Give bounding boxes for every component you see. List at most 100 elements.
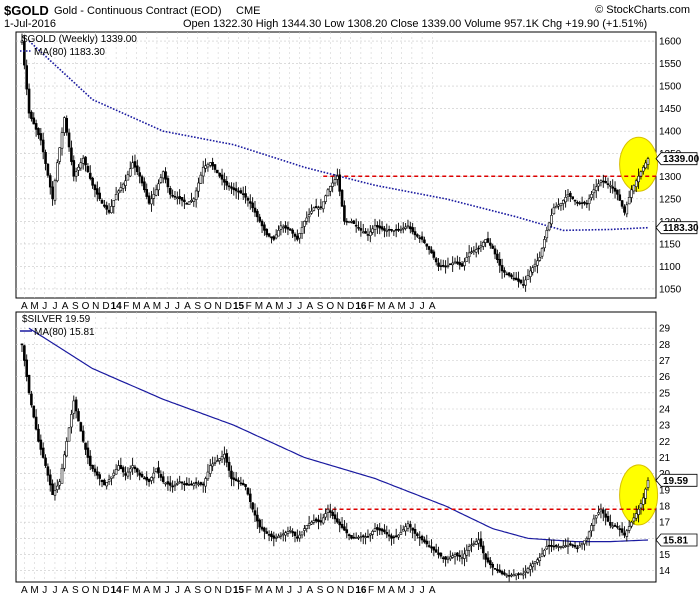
gold-candle-192 [472, 246, 476, 255]
silver-candle-213 [521, 567, 525, 580]
gold-candle-211 [517, 271, 520, 288]
silver-candle-166 [411, 527, 414, 539]
silver-candle-179 [441, 556, 445, 563]
gold-candle-134 [336, 168, 339, 186]
silver-candle-223 [545, 540, 549, 551]
silver-candle-197 [484, 552, 487, 568]
silver-xtick-30: O [326, 585, 334, 596]
gold-xtick-12: A [143, 301, 150, 312]
silver-candle-24 [77, 408, 80, 422]
silver-candle-263 [639, 499, 643, 515]
silver-candle-50 [138, 469, 141, 481]
silver-xtick-32: D [347, 585, 354, 596]
gold-candle-68 [180, 197, 184, 207]
silver-candle-160 [397, 534, 400, 540]
silver-xtick-20: D [225, 585, 232, 596]
silver-candle-173 [427, 540, 431, 548]
silver-candle-187 [460, 550, 464, 565]
silver-xtick-29: S [317, 585, 324, 596]
gold-candle-115 [291, 228, 294, 239]
gold-candle-78 [204, 158, 207, 173]
gold-candle-133 [333, 174, 337, 187]
gold-candle-252 [613, 181, 617, 199]
silver-candle-112 [284, 530, 287, 542]
gold-candle-220 [538, 251, 542, 262]
gold-candle-261 [634, 178, 638, 193]
silver-candle-16 [58, 478, 61, 490]
gold-candle-118 [298, 232, 301, 244]
silver-candle-81 [211, 456, 214, 472]
gold-candle-159 [394, 224, 398, 238]
gold-panel: 1050110011501200125013001350140014501500… [15, 31, 700, 312]
silver-candle-246 [599, 503, 603, 519]
gold-xtick-27: J [297, 301, 302, 312]
gold-candle-137 [343, 200, 346, 225]
silver-candle-237 [578, 542, 582, 548]
silver-candle-206 [505, 573, 509, 578]
silver-candle-47 [131, 457, 134, 475]
silver-candle-161 [399, 524, 403, 535]
gold-candle-253 [616, 189, 619, 201]
gold-candle-165 [409, 221, 412, 234]
gold-x-axis: A M J J A S O N D 14 F M A M J J A S O N D 15 F M A M J J A S O N D 16 F M A… [21, 301, 436, 312]
gold-candle-25 [79, 158, 83, 171]
gold-xtick-34: F [368, 301, 374, 312]
gold-xtick-17: S [194, 301, 201, 312]
silver-candle-260 [632, 513, 636, 525]
silver-candle-171 [423, 536, 426, 544]
gold-candle-18 [63, 116, 66, 136]
silver-candle-200 [491, 562, 494, 576]
silver-candle-159 [394, 528, 398, 538]
silver-candle-117 [296, 529, 299, 542]
silver-candle-32 [96, 466, 99, 480]
gold-candle-139 [347, 220, 351, 224]
gold-candle-187 [460, 261, 464, 267]
gold-candle-119 [300, 221, 304, 239]
gold-candle-249 [606, 177, 610, 189]
svg-text:1339.00: 1339.00 [663, 154, 700, 165]
gold-candle-74 [194, 187, 198, 208]
silver-candle-264 [641, 492, 645, 512]
gold-candle-208 [510, 273, 513, 280]
silver-candle-100 [256, 507, 259, 530]
gold-candle-193 [474, 242, 478, 258]
gold-candle-166 [411, 222, 414, 235]
gold-candle-34 [100, 198, 104, 204]
gold-candle-53 [145, 183, 149, 200]
gold-candle-15 [56, 159, 59, 183]
silver-candle-254 [618, 525, 622, 537]
silver-candle-44 [124, 466, 127, 481]
silver-candle-105 [267, 530, 271, 542]
silver-candle-118 [298, 530, 301, 542]
date-label: 1-Jul-2016 [4, 18, 56, 30]
gold-ytick-1: 1100 [659, 262, 681, 273]
gold-candle-201 [493, 245, 497, 260]
silver-candle-162 [401, 525, 405, 532]
silver-candle-183 [451, 552, 454, 559]
silver-ytick-4: 18 [659, 502, 671, 513]
silver-candle-38 [110, 476, 113, 486]
gold-candle-221 [540, 247, 544, 259]
silver-candle-175 [432, 546, 436, 557]
silver-candle-27 [84, 442, 87, 456]
silver-candles [20, 343, 650, 582]
gold-candle-251 [611, 179, 614, 194]
silver-candle-116 [293, 531, 297, 543]
gold-candle-83 [216, 169, 219, 174]
gold-candle-102 [260, 219, 264, 234]
gold-price-tags: 1339.00 1183.30 [655, 152, 700, 234]
silver-candle-204 [500, 569, 504, 576]
gold-candle-214 [524, 275, 527, 292]
silver-candle-225 [550, 539, 553, 552]
silver-candle-233 [569, 540, 572, 547]
gold-candle-84 [218, 172, 221, 179]
silver-candle-224 [547, 537, 551, 555]
silver-candle-1 [23, 344, 26, 367]
gold-candle-61 [164, 167, 167, 184]
gold-candle-174 [430, 246, 433, 254]
silver-candle-122 [307, 515, 311, 530]
silver-candle-97 [248, 488, 252, 509]
gold-candle-121 [305, 211, 309, 225]
silver-candle-76 [199, 481, 203, 487]
instrument-name: Gold - Continuous Contract (EOD) [54, 5, 222, 17]
